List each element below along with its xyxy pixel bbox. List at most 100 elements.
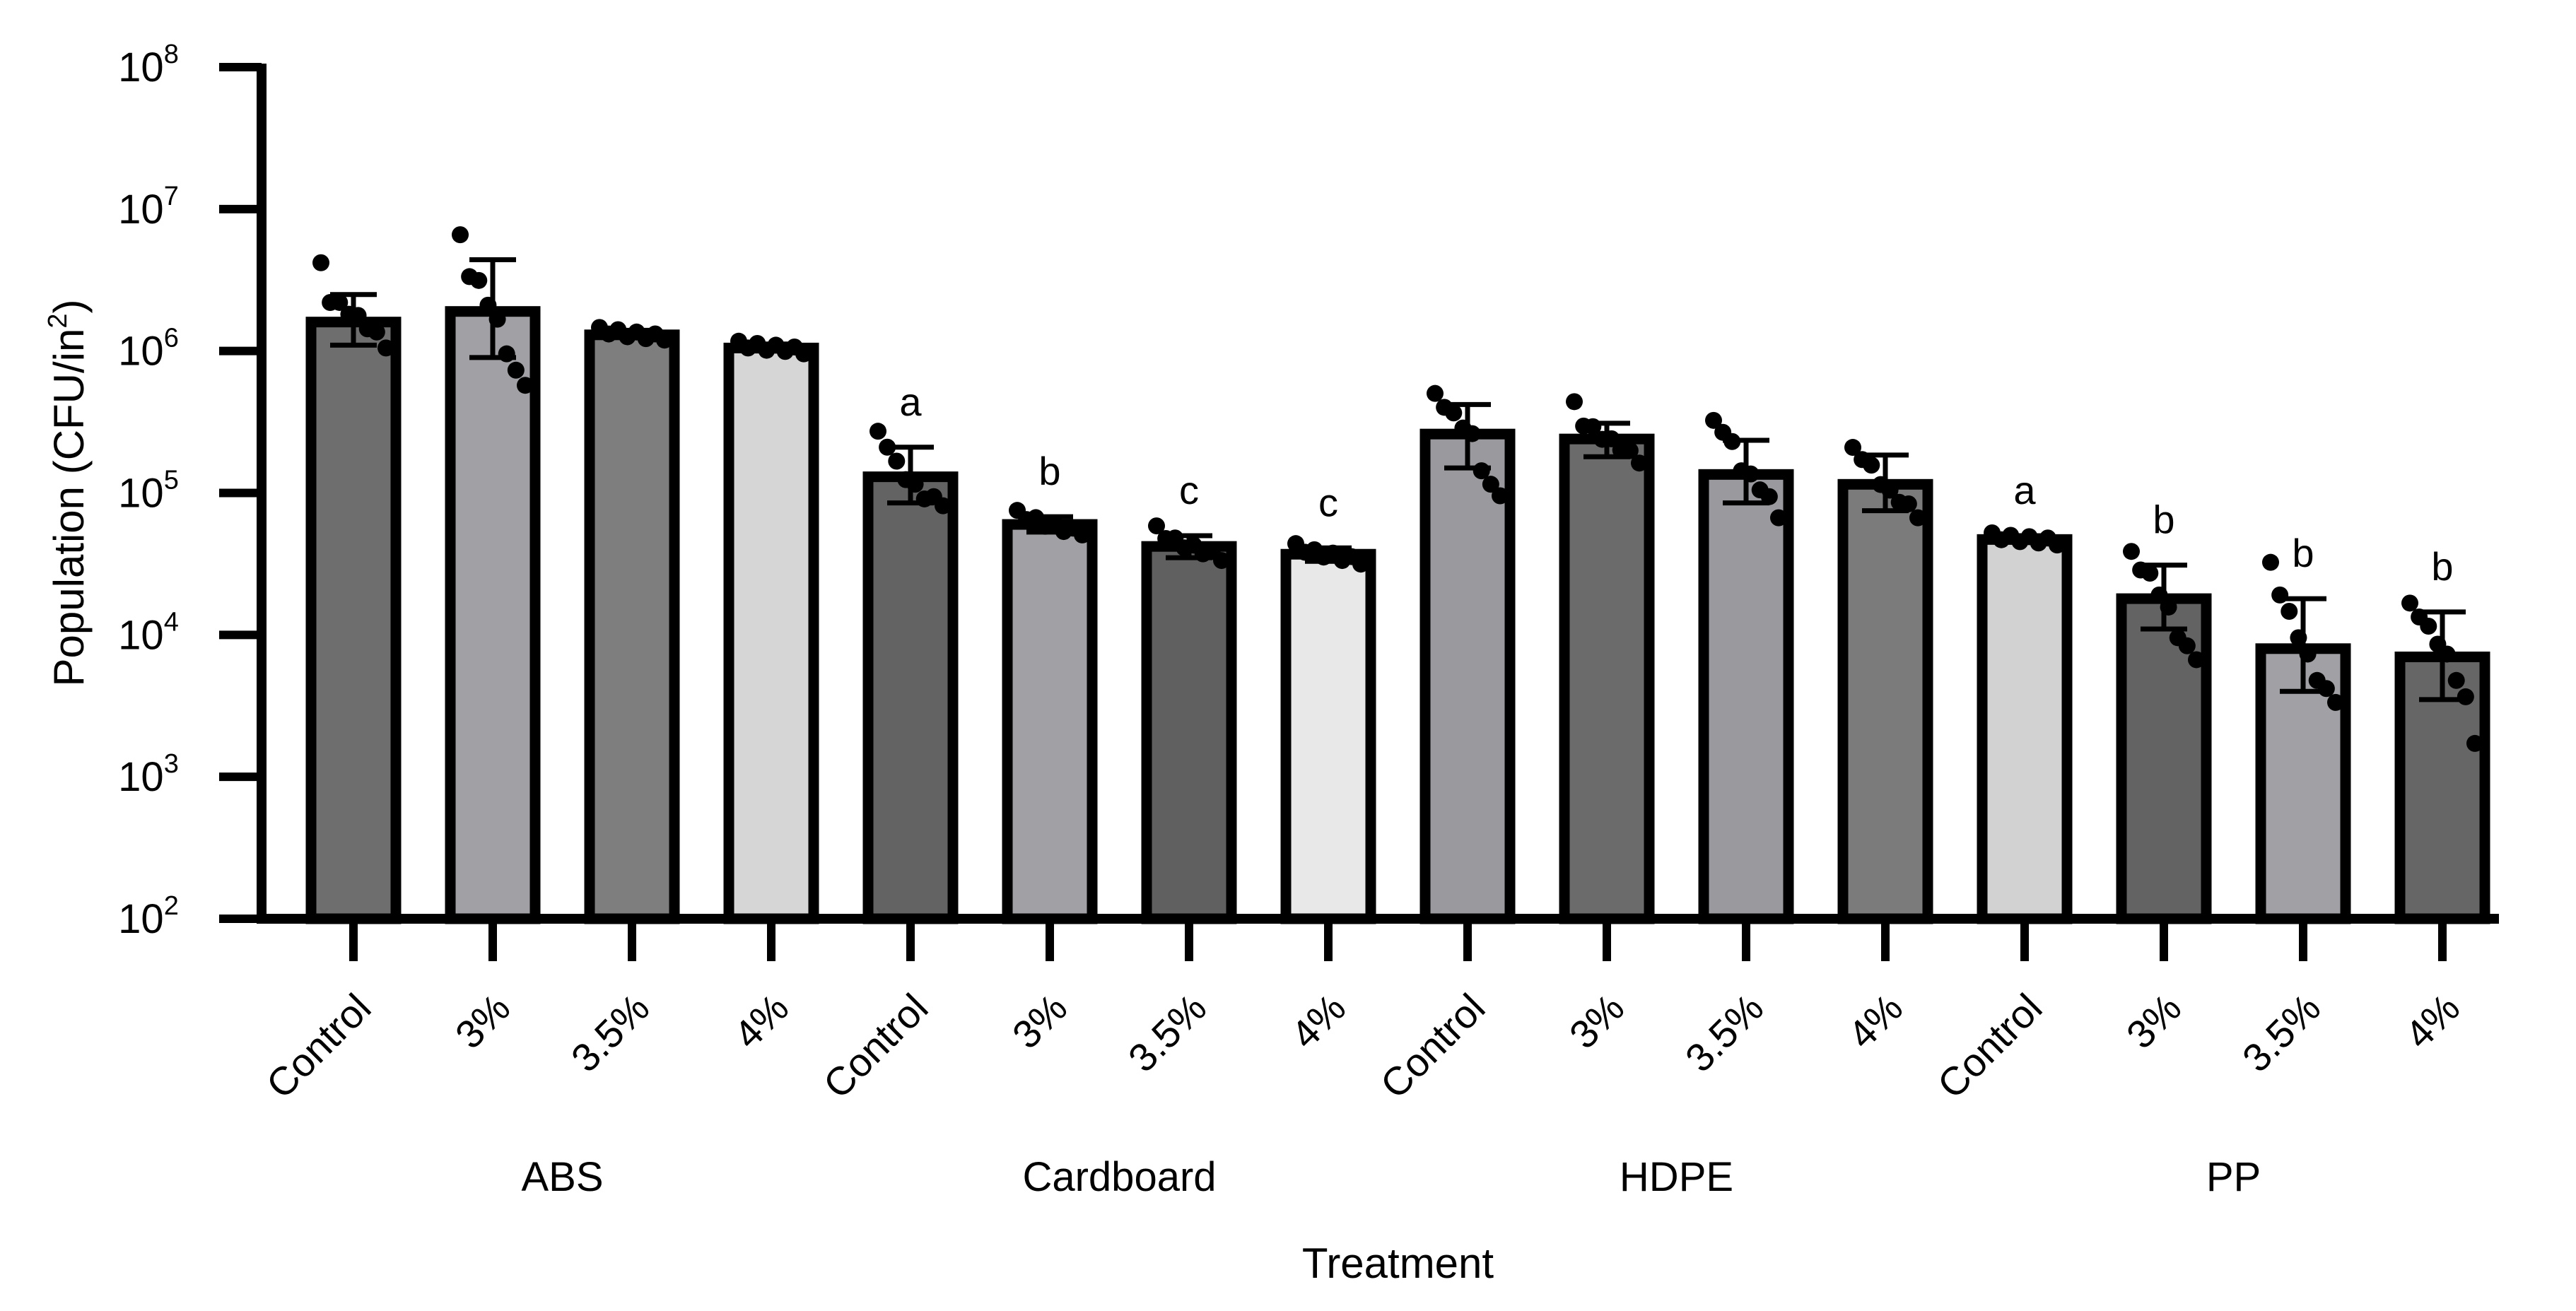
significance-letters-layer: a b c c a b b b: [899, 380, 2453, 589]
x-tick-label: 4%: [725, 985, 797, 1057]
x-tick-label: 3%: [1561, 985, 1633, 1057]
data-point: [656, 331, 673, 349]
significance-letter: b: [2431, 544, 2453, 589]
x-tick-label: 3%: [447, 985, 519, 1057]
data-point: [2438, 645, 2456, 663]
x-tick-label: 3%: [1004, 985, 1076, 1057]
data-point: [1909, 509, 1926, 527]
significance-letter: c: [1318, 480, 1338, 524]
data-point: [349, 307, 367, 324]
data-point: [1863, 457, 1880, 474]
significance-letter: a: [899, 380, 922, 424]
bar-cardboard-5: [1002, 519, 1098, 924]
bar-hdpe-8: [1419, 428, 1516, 924]
x-tick-label: 3.5%: [1677, 985, 1772, 1081]
data-point: [1482, 476, 1499, 493]
data-point: [488, 310, 506, 328]
data-point: [1074, 526, 1091, 543]
y-tick-label: 106: [118, 324, 179, 375]
y-tick-label: 104: [118, 607, 179, 658]
data-point: [1760, 488, 1778, 505]
data-points-layer: [312, 226, 2483, 752]
data-point: [2188, 651, 2205, 669]
bar-abs-0: [305, 317, 402, 924]
data-point: [1473, 462, 1490, 480]
data-point: [1148, 517, 1165, 535]
data-point: [312, 254, 329, 271]
data-point: [870, 423, 886, 440]
data-point: [368, 323, 385, 341]
data-point: [1603, 430, 1620, 447]
significance-letter: b: [1038, 449, 1060, 493]
data-point: [498, 345, 515, 363]
bar-cardboard-6: [1141, 541, 1237, 924]
x-tick-label: 3.5%: [2234, 985, 2329, 1081]
y-tick-label: 107: [118, 182, 179, 233]
bar-hdpe-10: [1698, 469, 1794, 924]
data-point: [2160, 598, 2177, 616]
data-point: [2141, 564, 2159, 582]
data-point: [2049, 536, 2066, 554]
data-point: [2178, 637, 2196, 654]
bar-abs-2: [584, 329, 680, 924]
data-point: [2123, 543, 2140, 560]
data-point: [331, 293, 349, 311]
labels-layer: Control 3% 3.5% 4% Control 3% 3.5% 4% Control 3% 3…: [43, 40, 2468, 1287]
x-tick-label: 4%: [2396, 985, 2469, 1057]
data-point: [888, 452, 906, 470]
data-point: [2150, 586, 2168, 604]
data-point: [507, 361, 525, 379]
data-point: [2262, 553, 2279, 571]
data-point: [1427, 384, 1444, 402]
data-point: [2401, 594, 2418, 612]
bar-hdpe-9: [1559, 433, 1655, 924]
data-point: [377, 339, 394, 357]
data-point: [2317, 680, 2335, 698]
bar-abs-3: [723, 342, 819, 924]
data-point: [2466, 734, 2483, 752]
x-tick-label: 4%: [1282, 985, 1354, 1057]
data-point: [479, 296, 497, 314]
y-axis-title: Population (CFU/in2): [43, 299, 93, 686]
x-tick-label: Control: [1928, 985, 2050, 1107]
data-point: [1723, 433, 1741, 450]
axes-layer: [219, 63, 2499, 961]
significance-letter: a: [2013, 468, 2036, 512]
data-point: [517, 377, 534, 394]
data-point: [470, 271, 488, 289]
data-point: [452, 226, 469, 244]
data-point: [2457, 688, 2474, 705]
data-point: [1463, 425, 1481, 442]
group-label-cardboard: Cardboard: [1022, 1154, 1216, 1200]
data-point: [906, 476, 924, 493]
significance-letter: b: [2153, 498, 2174, 542]
bar-cardboard-4: [862, 471, 959, 924]
x-tick-label: Control: [257, 985, 379, 1107]
bar-pp-12: [1977, 534, 2073, 924]
data-point: [1631, 454, 1648, 472]
data-point: [2271, 586, 2289, 604]
data-point: [2420, 618, 2437, 635]
data-point: [1621, 442, 1639, 459]
x-tick-label: Control: [814, 985, 936, 1107]
data-point: [1566, 393, 1583, 411]
data-point: [1492, 487, 1509, 505]
bars-layer: [305, 306, 2490, 924]
data-point: [1844, 439, 1861, 457]
y-tick-label: 108: [118, 40, 179, 90]
data-point: [2327, 693, 2344, 711]
y-tick-label: 103: [118, 749, 179, 800]
data-point: [1742, 465, 1760, 483]
significance-letter: c: [1179, 468, 1199, 512]
x-axis-title: Treatment: [1302, 1240, 1494, 1287]
bar-cardboard-7: [1280, 548, 1376, 924]
data-point: [2299, 645, 2317, 663]
significance-letter: b: [2292, 531, 2314, 575]
x-tick-label: 3%: [2118, 985, 2190, 1057]
data-point: [1213, 552, 1230, 570]
data-point: [1770, 509, 1787, 527]
x-tick-label: 3.5%: [1120, 985, 1215, 1081]
data-point: [2447, 671, 2465, 689]
